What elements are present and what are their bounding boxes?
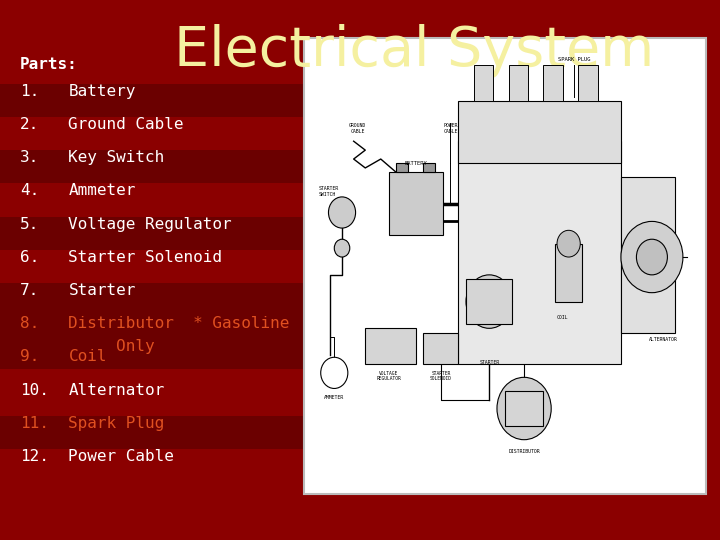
Bar <box>621 177 675 333</box>
Text: Voltage Regulator: Voltage Regulator <box>68 217 232 232</box>
Text: BATTERY: BATTERY <box>404 161 427 166</box>
Text: 7.: 7. <box>20 283 40 298</box>
Bar <box>458 141 621 364</box>
Bar <box>0 84 304 117</box>
Text: Electrical System: Electrical System <box>174 24 654 78</box>
Text: Only: Only <box>68 339 155 354</box>
Text: Alternator: Alternator <box>68 382 165 397</box>
Bar <box>0 217 304 249</box>
Circle shape <box>497 377 552 440</box>
Circle shape <box>557 231 580 257</box>
Text: GROUND
CABLE: GROUND CABLE <box>349 124 366 134</box>
Text: 5.: 5. <box>20 217 40 232</box>
Bar <box>0 316 304 369</box>
Bar <box>0 150 304 184</box>
Text: STARTER
SOLENOID: STARTER SOLENOID <box>430 370 452 381</box>
Text: Spark Plug: Spark Plug <box>68 416 165 431</box>
Bar <box>544 65 563 101</box>
Text: COIL: COIL <box>557 315 569 320</box>
Text: Starter: Starter <box>68 283 136 298</box>
Bar <box>304 38 706 494</box>
Text: 12.: 12. <box>20 449 49 464</box>
Text: Coil: Coil <box>68 349 107 364</box>
Circle shape <box>334 239 350 257</box>
Text: POWER
CABLE: POWER CABLE <box>444 124 458 134</box>
Bar <box>365 328 415 364</box>
Bar <box>458 101 621 164</box>
Text: 1.: 1. <box>20 84 40 99</box>
Text: 10.: 10. <box>20 382 49 397</box>
Bar <box>423 333 458 364</box>
Text: Power Cable: Power Cable <box>68 449 174 464</box>
Text: SPARK PLUG: SPARK PLUG <box>558 57 590 62</box>
Circle shape <box>466 275 513 328</box>
Text: 9.: 9. <box>20 349 40 364</box>
Text: 6.: 6. <box>20 249 40 265</box>
Bar <box>389 172 443 235</box>
Bar <box>423 164 435 172</box>
Bar <box>0 416 304 449</box>
Text: ALTERNATOR: ALTERNATOR <box>649 337 678 342</box>
Text: Ground Cable: Ground Cable <box>68 117 184 132</box>
Bar <box>555 244 582 301</box>
Bar <box>0 283 304 316</box>
Bar <box>508 65 528 101</box>
Bar <box>466 279 513 324</box>
Text: VOLTAGE
REGULATOR: VOLTAGE REGULATOR <box>376 370 401 381</box>
Bar <box>578 65 598 101</box>
Bar <box>474 65 493 101</box>
Text: Ammeter: Ammeter <box>68 184 136 198</box>
Text: DISTRIBUTOR: DISTRIBUTOR <box>508 449 540 454</box>
Text: 4.: 4. <box>20 184 40 198</box>
Text: Key Switch: Key Switch <box>68 150 165 165</box>
Circle shape <box>328 197 356 228</box>
Circle shape <box>636 239 667 275</box>
Text: STARTER
SWITCH: STARTER SWITCH <box>319 186 339 197</box>
Text: 8.: 8. <box>20 316 40 331</box>
Text: Parts:: Parts: <box>20 57 78 72</box>
Circle shape <box>621 221 683 293</box>
Text: 2.: 2. <box>20 117 40 132</box>
Text: Distributor  * Gasoline: Distributor * Gasoline <box>68 316 289 331</box>
Text: Starter Solenoid: Starter Solenoid <box>68 249 222 265</box>
Text: AMMETER: AMMETER <box>324 395 344 400</box>
Circle shape <box>320 357 348 388</box>
Text: 11.: 11. <box>20 416 49 431</box>
Text: STARTER: STARTER <box>480 360 499 365</box>
Bar <box>505 391 544 427</box>
Text: Battery: Battery <box>68 84 136 99</box>
Text: 3.: 3. <box>20 150 40 165</box>
Bar <box>396 164 408 172</box>
